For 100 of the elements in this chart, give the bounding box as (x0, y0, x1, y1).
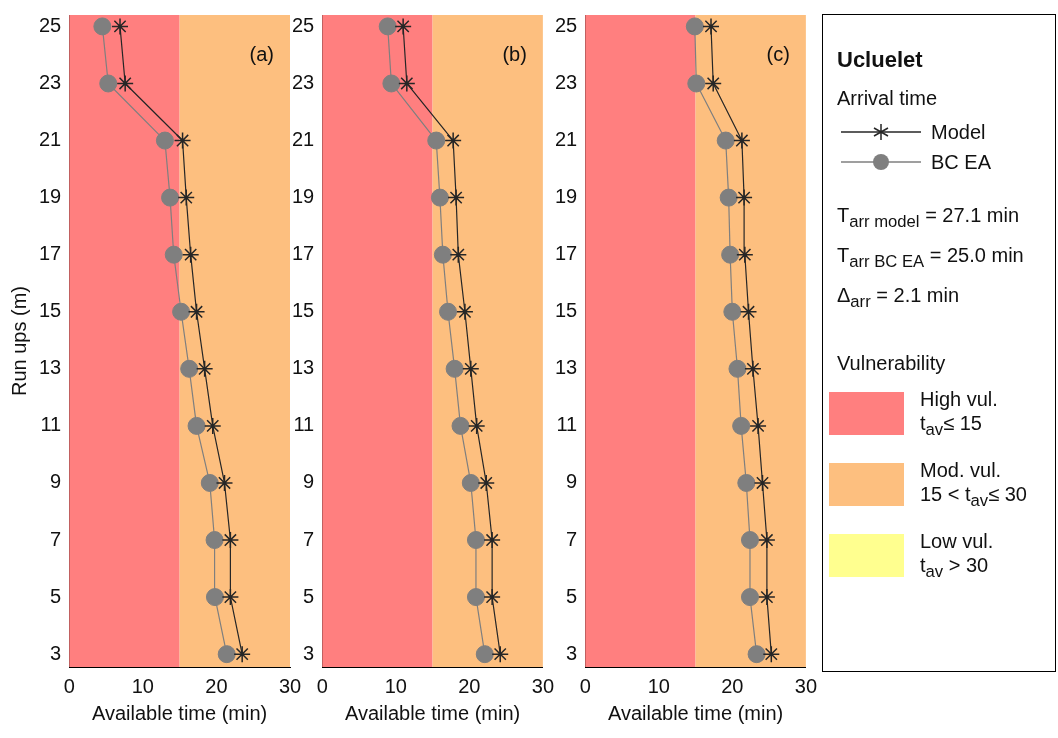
point (111, 17, 129, 36)
point (716, 131, 735, 150)
y-tick-label: 7 (50, 527, 62, 550)
y-tick-label: 15 (555, 299, 578, 322)
y-tick-label: 7 (566, 527, 578, 550)
point (736, 245, 754, 264)
legend-title: Arrival time (837, 87, 938, 110)
x-tick-label: 30 (794, 674, 817, 697)
x-tick-label: 0 (316, 674, 328, 697)
y-tick-label: 21 (555, 128, 578, 151)
y-tick-label: 15 (39, 299, 62, 322)
y-tick-label: 9 (303, 470, 315, 493)
point (451, 416, 470, 435)
point (378, 17, 397, 36)
y-tick-label: 7 (303, 527, 315, 550)
y-axis-title: Run ups (m) (7, 285, 30, 397)
point (762, 645, 781, 663)
y-tick-label: 9 (50, 470, 62, 493)
y-tick-label: 17 (292, 242, 315, 265)
text: T$_{arr BC EA}$ = 25.0 min (837, 244, 1025, 272)
point (177, 188, 195, 207)
point (398, 74, 416, 93)
y-tick-label: 17 (39, 242, 62, 265)
point (475, 645, 494, 664)
point (187, 416, 206, 435)
y-tick-label: 25 (555, 13, 578, 36)
point (439, 302, 458, 321)
point (719, 188, 738, 207)
y-tick-label: 13 (39, 356, 62, 379)
point (483, 531, 501, 549)
point (483, 588, 501, 606)
y-tick-label: 19 (555, 185, 578, 208)
point (758, 531, 776, 549)
point (172, 302, 191, 321)
y-tick-label: 5 (303, 584, 315, 607)
annotation: (a) (249, 42, 274, 65)
y-tick-label: 25 (292, 13, 315, 36)
point (723, 302, 742, 321)
point (447, 188, 465, 207)
point (477, 474, 495, 492)
point (449, 245, 468, 264)
x-tick-label: 10 (647, 674, 670, 697)
point (685, 17, 704, 36)
point (466, 531, 485, 550)
text: High vul. t$_{av}$≤ 15 (920, 387, 998, 440)
point (427, 131, 446, 150)
point (733, 131, 751, 150)
point (221, 531, 240, 549)
y-tick-label: 3 (566, 641, 578, 664)
y-tick-label: 5 (50, 584, 62, 607)
point (394, 17, 412, 36)
y-tick-label: 23 (39, 71, 62, 93)
x-tick-label: 10 (131, 674, 154, 697)
point (732, 416, 751, 435)
y-tick-label: 3 (50, 641, 62, 664)
x-tick-label: 30 (531, 674, 554, 697)
point (173, 131, 192, 150)
point (462, 360, 480, 378)
point (467, 417, 486, 435)
point (187, 303, 206, 321)
text: Low vul. t$_{av}$ > 30 (920, 529, 994, 582)
point (744, 360, 762, 378)
point (747, 645, 766, 664)
point (430, 188, 449, 207)
point (735, 188, 753, 207)
text: Mod. vul. 15 < t$_{av}$≤ 30 (920, 458, 1027, 511)
point (116, 74, 134, 93)
point (704, 74, 722, 93)
x-axis-title: Available time (min) (344, 701, 521, 724)
y-tick-label: 13 (555, 356, 578, 379)
y-tick-label: 23 (555, 71, 578, 93)
point (433, 245, 452, 264)
point (466, 588, 485, 607)
point (444, 131, 462, 150)
x-tick-label: 20 (205, 674, 228, 697)
legend-label: Model (931, 120, 986, 144)
text: Δ$_{arr}$ = 2.1 min (837, 284, 961, 312)
legend-label: BC EA (931, 150, 992, 174)
point (456, 303, 474, 321)
point (164, 245, 183, 264)
point (491, 645, 509, 663)
point (758, 588, 776, 606)
point (161, 188, 180, 207)
annotation: (c) (766, 42, 790, 65)
y-tick-label: 21 (292, 128, 315, 151)
point (728, 359, 747, 378)
point (205, 588, 224, 607)
x-tick-label: 0 (63, 674, 75, 697)
point (461, 473, 480, 492)
y-tick-label: 25 (39, 13, 62, 36)
y-tick-label: 17 (555, 242, 578, 265)
x-tick-label: 0 (579, 674, 591, 697)
y-tick-label: 11 (293, 413, 315, 436)
point (181, 245, 200, 264)
annotation: (b) (502, 42, 527, 65)
point (233, 645, 251, 663)
point (93, 17, 112, 36)
y-tick-label: 9 (566, 470, 578, 493)
y-tick-label: 19 (292, 185, 315, 208)
x-tick-label: 20 (458, 674, 481, 697)
